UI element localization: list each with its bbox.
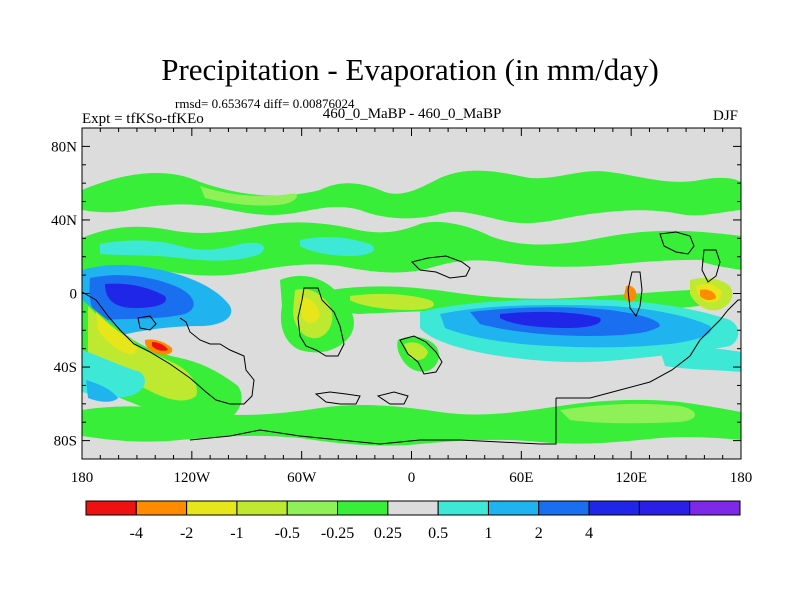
- atlantic-yellow: [300, 297, 320, 323]
- y-tick-label: 80S: [54, 434, 77, 450]
- maritime-outline: [627, 271, 643, 318]
- south-america-outline: [81, 291, 255, 405]
- andes-red: [152, 342, 168, 351]
- west-pacific-dry-core: [105, 283, 166, 308]
- map-field: [82, 128, 741, 459]
- north-wet-band: [82, 170, 741, 224]
- x-tick-label: 180: [71, 470, 94, 486]
- colorbar-label: -1: [230, 525, 243, 542]
- spcz-yellow: [96, 312, 137, 355]
- colorbar-swatch: [135, 500, 188, 516]
- colorbar-swatch: [437, 500, 489, 516]
- colorbar-swatch: [337, 500, 389, 516]
- y-tick-label: 0: [70, 287, 78, 303]
- new-guinea-outline: [659, 231, 695, 255]
- antarctica-outline: [189, 398, 557, 445]
- south-africa-tip: [314, 391, 361, 405]
- maritime-wet: [624, 285, 637, 302]
- north-wet-band-core: [200, 186, 297, 206]
- colorbar-label: 0.5: [428, 525, 448, 542]
- y-tick-label: 80N: [51, 139, 77, 155]
- colorbar-label: -4: [130, 525, 143, 542]
- east-asia-outline: [701, 249, 721, 283]
- colorbar-swatch: [186, 500, 238, 516]
- pacific-island: [137, 315, 157, 331]
- coastlines: [81, 231, 741, 445]
- south-pacific-blue: [86, 380, 118, 402]
- colorbar-swatch: [286, 500, 339, 516]
- colorbar: -4 -2 -1 -0.5 -0.25 0.25 0.5 1 2 4: [85, 500, 741, 542]
- chart-title: Precipitation - Evaporation (in mm/day): [161, 52, 659, 87]
- colorbar-label: -2: [180, 525, 193, 542]
- south-midlat-core: [560, 403, 695, 424]
- colorbar-label: 2: [535, 525, 543, 542]
- colorbar-label: 1: [484, 525, 492, 542]
- east-tropical-green: [700, 241, 741, 270]
- tropical-east-yellow: [350, 293, 434, 310]
- indonesia-wet-core: [700, 289, 716, 301]
- tropical-north-cyan-2: [300, 237, 374, 256]
- x-tick-label: 0: [408, 470, 416, 486]
- colorbar-swatch: [638, 500, 691, 516]
- x-tick-label: 60W: [287, 470, 317, 486]
- spcz-wet-core: [88, 306, 197, 401]
- australia-outline: [556, 299, 741, 399]
- colorbar-swatch: [538, 500, 590, 516]
- arabia-outline: [411, 255, 471, 279]
- x-tick-label: 120W: [173, 470, 211, 486]
- colorbar-swatch: [689, 500, 741, 516]
- colorbar-label: -0.5: [275, 525, 300, 542]
- colorbar-swatch: [236, 500, 288, 516]
- experiment-label: Expt = tfKSo-tfKEo: [82, 111, 204, 127]
- chart-subtitle: rmsd= 0.653674 diff= 0.00876024: [175, 96, 355, 111]
- colorbar-swatch: [588, 500, 640, 516]
- colorbar-label: 0.25: [374, 525, 402, 542]
- colorbar-swatch: [487, 500, 540, 516]
- east-south-cyan: [660, 347, 741, 372]
- tropical-north-cyan: [100, 240, 264, 261]
- season-label: DJF: [712, 108, 738, 124]
- y-tick-label: 40S: [54, 360, 77, 376]
- madagascar-outline: [399, 335, 443, 375]
- tropical-north-band: [82, 221, 741, 276]
- x-tick-label: 180: [730, 470, 753, 486]
- x-tick-label: 60E: [509, 470, 533, 486]
- period-label: 460_0_MaBP - 460_0_MaBP: [322, 106, 502, 122]
- colorbar-label: 4: [585, 525, 593, 542]
- y-axis: 80N 40N 0 40S 80S: [51, 127, 741, 460]
- x-tick-label: 120E: [615, 470, 647, 486]
- colorbar-label: -0.25: [321, 525, 354, 542]
- indo-pacific-dry-peak: [500, 311, 601, 328]
- africa-outline: [297, 287, 345, 357]
- colorbar-swatch: [85, 500, 137, 516]
- x-axis: 180 120W 60W 0 60E 120E 180: [71, 128, 753, 486]
- southern-ocean-island: [376, 391, 409, 405]
- colorbar-swatch: [387, 500, 439, 516]
- y-tick-label: 40N: [51, 213, 77, 229]
